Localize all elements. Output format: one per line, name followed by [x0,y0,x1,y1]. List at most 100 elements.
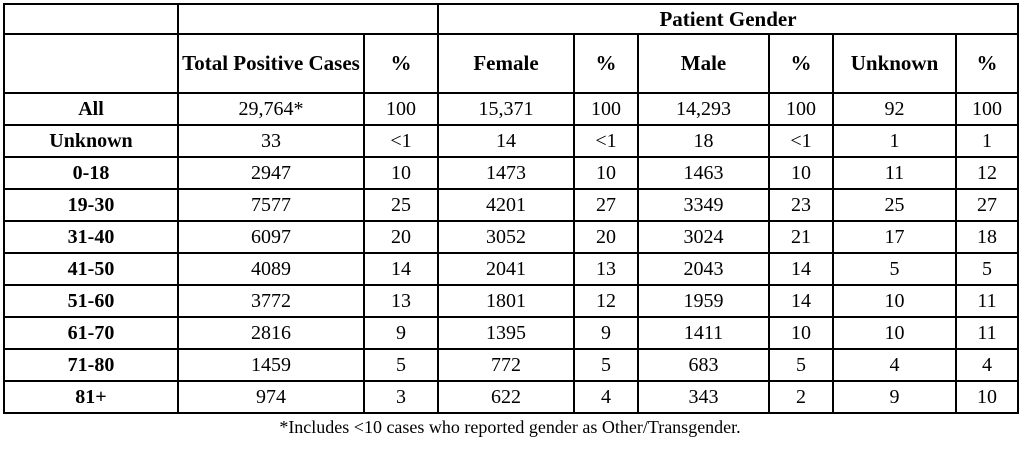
table-cell: 11 [955,284,1019,318]
table-cell: 1473 [437,156,575,190]
table-cell: 5 [363,348,439,382]
table-cell: 2816 [177,316,365,350]
table-cell: 2947 [177,156,365,190]
table-cell: 7577 [177,188,365,222]
table-cell: 10 [832,284,957,318]
table-cell: 13 [573,252,639,286]
row-label: 71-80 [3,348,179,382]
table-cell: 10 [768,156,834,190]
column-header-female-percent: % [573,33,639,94]
table-cell: <1 [363,124,439,158]
table-cell: 10 [363,156,439,190]
table-cell: 6097 [177,220,365,254]
table-row-unknown: Unknown 33 <1 14 <1 18 <1 1 1 [3,124,1019,158]
table-cell: 100 [955,92,1019,126]
table-cell: 12 [955,156,1019,190]
table-cell: 5 [955,252,1019,286]
table-cell: 18 [637,124,770,158]
table-cell: 14 [768,252,834,286]
table-footnote: *Includes <10 cases who reported gender … [279,417,741,437]
table-cell: 27 [573,188,639,222]
table-cell: 100 [363,92,439,126]
table-cell: 2043 [637,252,770,286]
table-cell: 18 [955,220,1019,254]
table-cell: <1 [768,124,834,158]
table-cell: 1 [832,124,957,158]
table-row-51-60: 51-60 3772 13 1801 12 1959 14 10 11 [3,284,1019,318]
table-cell: 1459 [177,348,365,382]
column-header-row: Total Positive Cases % Female % Male % U… [3,33,1019,94]
table-cell: 4 [955,348,1019,382]
table-cell: 92 [832,92,957,126]
table-cell: 772 [437,348,575,382]
table-cell: 100 [573,92,639,126]
patient-gender-table: Patient Gender Total Positive Cases % Fe… [3,3,1019,414]
row-label: Unknown [3,124,179,158]
patient-gender-group-header: Patient Gender [437,3,1019,35]
table-row-31-40: 31-40 6097 20 3052 20 3024 21 17 18 [3,220,1019,254]
table-cell: 29,764* [177,92,365,126]
table-cell: 3349 [637,188,770,222]
column-header-male-percent: % [768,33,834,94]
column-header-total-percent: % [363,33,439,94]
row-label: 51-60 [3,284,179,318]
table-cell: 5 [832,252,957,286]
row-label: 81+ [3,380,179,414]
table-cell: 1 [955,124,1019,158]
table-cell: 20 [363,220,439,254]
table-cell: 27 [955,188,1019,222]
row-label: 61-70 [3,316,179,350]
table-cell: 14 [363,252,439,286]
row-label: 31-40 [3,220,179,254]
table-cell: 9 [363,316,439,350]
table-cell: 33 [177,124,365,158]
table-row-all: All 29,764* 100 15,371 100 14,293 100 92… [3,92,1019,126]
row-label: 0-18 [3,156,179,190]
table-cell: 2 [768,380,834,414]
table-row-71-80: 71-80 1459 5 772 5 683 5 4 4 [3,348,1019,382]
table-cell: 14 [437,124,575,158]
table-cell: 23 [768,188,834,222]
table-cell: 5 [573,348,639,382]
table-cell: 3772 [177,284,365,318]
table-cell: 9 [573,316,639,350]
column-header-female: Female [437,33,575,94]
group-header-row: Patient Gender [3,3,1019,35]
table-cell: 343 [637,380,770,414]
table-row-41-50: 41-50 4089 14 2041 13 2043 14 5 5 [3,252,1019,286]
table-cell: 21 [768,220,834,254]
table-cell: 622 [437,380,575,414]
table-cell: 14 [768,284,834,318]
table-cell: 100 [768,92,834,126]
table-cell: 5 [768,348,834,382]
column-header-unknown: Unknown [832,33,957,94]
table-cell: 10 [832,316,957,350]
table-cell: 13 [363,284,439,318]
table-cell: 14,293 [637,92,770,126]
table-row-61-70: 61-70 2816 9 1395 9 1411 10 10 11 [3,316,1019,350]
table-row-81plus: 81+ 974 3 622 4 343 2 9 10 [3,380,1019,414]
table-cell: 11 [955,316,1019,350]
table-cell: 10 [955,380,1019,414]
table-cell: 3024 [637,220,770,254]
table-cell: 10 [573,156,639,190]
table-row-19-30: 19-30 7577 25 4201 27 3349 23 25 27 [3,188,1019,222]
table-cell: 4 [573,380,639,414]
table-cell: 4201 [437,188,575,222]
table-cell: 1463 [637,156,770,190]
table-cell: 1411 [637,316,770,350]
table-cell: 12 [573,284,639,318]
column-header-total-positive-cases: Total Positive Cases [177,33,365,94]
table-cell: 4089 [177,252,365,286]
table-cell: <1 [573,124,639,158]
column-header-male: Male [637,33,770,94]
column-header-age-blank [3,33,179,94]
row-label: 19-30 [3,188,179,222]
table-cell: 1801 [437,284,575,318]
totals-blank-cell [177,3,439,35]
table-cell: 683 [637,348,770,382]
row-label: All [3,92,179,126]
table-cell: 2041 [437,252,575,286]
table-cell: 9 [832,380,957,414]
